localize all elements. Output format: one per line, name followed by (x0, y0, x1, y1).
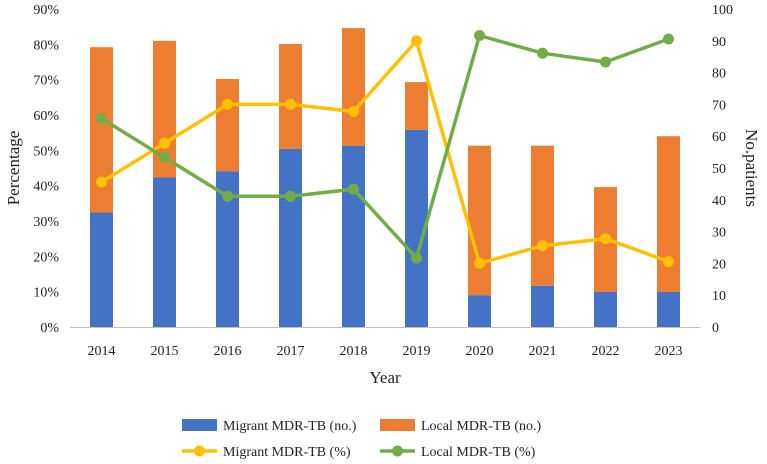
right-tick-label: 100 (712, 3, 733, 18)
bar-migrant-no-2020 (468, 295, 491, 327)
point-local-pct-2016 (222, 190, 233, 202)
right-tick-label: 70 (712, 98, 726, 113)
legend-label-migrant-pct: Migrant MDR-TB (%) (223, 445, 351, 460)
point-local-pct-2015 (159, 151, 170, 163)
legend-label-migrant-no: Migrant MDR-TB (no.) (223, 419, 357, 434)
legend-label-local-pct: Local MDR-TB (%) (421, 445, 536, 460)
bar-local-no-2015 (153, 40, 176, 178)
legend-label-local-no: Local MDR-TB (no.) (421, 419, 541, 434)
bar-migrant-no-2014 (90, 212, 113, 327)
bar-local-no-2020 (468, 145, 491, 296)
right-tick-label: 90 (712, 35, 726, 50)
point-local-pct-2021 (537, 47, 548, 59)
legend-item-local-pct: Local MDR-TB (%) (380, 445, 536, 460)
right-tick-label: 20 (712, 257, 726, 272)
bar-migrant-no-2015 (153, 177, 176, 327)
left-tick-label: 70% (33, 74, 59, 89)
right-tick-label: 50 (712, 162, 726, 177)
bar-local-no-2014 (90, 47, 113, 213)
right-tick-label: 60 (712, 130, 726, 145)
point-migrant-pct-2019 (411, 35, 422, 47)
legend-item-migrant-pct: Migrant MDR-TB (%) (182, 445, 351, 460)
x-tick-label-2019: 2019 (403, 344, 431, 359)
bar-migrant-no-2017 (279, 148, 302, 327)
bar-local-no-2016 (216, 79, 239, 172)
right-axis-ticks: 0 10 20 30 40 50 60 70 80 90 100 (712, 3, 733, 336)
legend-swatch-local-no (380, 419, 415, 431)
legend-item-migrant-no: Migrant MDR-TB (no.) (182, 419, 357, 434)
legend-marker-migrant-pct (194, 445, 205, 457)
left-tick-label: 10% (33, 286, 59, 301)
bar-migrant-no-2023 (657, 292, 680, 327)
left-tick-label: 90% (33, 3, 59, 18)
legend-item-local-no: Local MDR-TB (no.) (380, 419, 541, 434)
point-local-pct-2018 (348, 183, 359, 195)
left-tick-label: 20% (33, 250, 59, 265)
point-local-pct-2019 (411, 252, 422, 264)
right-tick-label: 80 (712, 67, 726, 82)
bar-local-no-2018 (342, 28, 365, 146)
left-tick-label: 60% (33, 109, 59, 124)
bar-migrant-no-2018 (342, 145, 365, 327)
bar-local-no-2017 (279, 44, 302, 149)
right-axis-title: No.patients (742, 129, 761, 207)
x-tick-label-2020: 2020 (466, 344, 494, 359)
point-migrant-pct-2014 (96, 176, 107, 188)
x-axis-ticks: 2014 2015 2016 2017 2018 2019 2020 2021 2022 2023 (88, 344, 683, 359)
x-tick-label-2021: 2021 (529, 344, 557, 359)
left-tick-label: 0% (40, 321, 59, 336)
point-local-pct-2023 (663, 33, 674, 45)
lines-layer (96, 30, 674, 269)
right-tick-label: 0 (712, 321, 719, 336)
bar-local-no-2023 (657, 136, 680, 292)
point-migrant-pct-2023 (663, 256, 674, 268)
point-local-pct-2017 (285, 190, 296, 202)
point-migrant-pct-2021 (537, 240, 548, 252)
bar-local-no-2019 (405, 82, 428, 130)
x-tick-label-2015: 2015 (151, 344, 179, 359)
x-tick-label-2016: 2016 (214, 344, 242, 359)
point-local-pct-2014 (96, 113, 107, 124)
left-tick-label: 50% (33, 144, 59, 159)
x-tick-label-2018: 2018 (340, 344, 368, 359)
point-migrant-pct-2020 (474, 257, 485, 269)
legend: Migrant MDR-TB (no.) Local MDR-TB (no.) Mi… (182, 419, 541, 460)
point-local-pct-2022 (600, 56, 611, 68)
bars-layer (90, 28, 680, 327)
line-local-pct (100, 33, 670, 260)
right-tick-label: 10 (712, 289, 726, 304)
bar-migrant-no-2016 (216, 171, 239, 327)
x-tick-label-2014: 2014 (88, 344, 116, 359)
legend-marker-local-pct (392, 445, 403, 457)
point-migrant-pct-2016 (222, 98, 233, 110)
point-migrant-pct-2022 (600, 233, 611, 245)
point-migrant-pct-2015 (159, 137, 170, 149)
line-migrant-pct (100, 39, 670, 266)
legend-swatch-migrant-no (182, 419, 217, 431)
left-tick-label: 80% (33, 38, 59, 53)
left-tick-label: 30% (33, 215, 59, 230)
bar-local-no-2021 (531, 145, 554, 286)
bar-migrant-no-2022 (594, 292, 617, 327)
bar-migrant-no-2019 (405, 129, 428, 327)
point-migrant-pct-2018 (348, 106, 359, 117)
bar-migrant-no-2021 (531, 285, 554, 327)
right-tick-label: 30 (712, 226, 726, 241)
x-tick-label-2022: 2022 (592, 344, 620, 359)
left-tick-label: 40% (33, 180, 59, 195)
left-axis-ticks: 0% 10% 20% 30% 40% 50% 60% 70% 80% 90% (33, 3, 59, 336)
right-tick-label: 40 (712, 194, 726, 209)
point-local-pct-2020 (474, 30, 485, 41)
x-axis-title: Year (369, 368, 401, 387)
point-migrant-pct-2017 (285, 98, 296, 110)
left-axis-title: Percentage (4, 131, 23, 206)
x-tick-label-2023: 2023 (655, 344, 683, 359)
x-tick-label-2017: 2017 (277, 344, 305, 359)
